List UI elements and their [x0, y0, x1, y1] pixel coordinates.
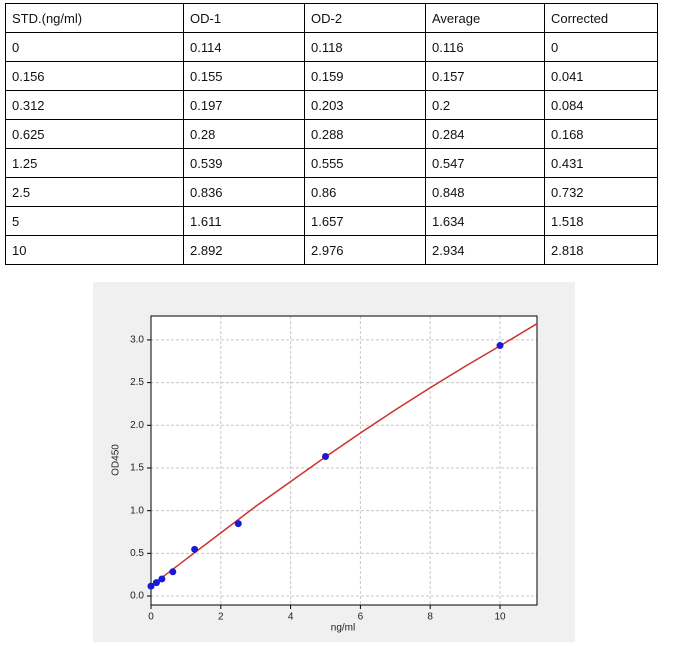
data-table: STD.(ng/ml) OD-1 OD-2 Average Corrected 0 0.11…	[5, 3, 658, 265]
table-row: 1.25 0.539 0.555 0.547 0.431	[5, 148, 658, 178]
data-point	[152, 579, 160, 587]
table-cell: 2.934	[425, 235, 545, 265]
data-point	[234, 520, 242, 528]
y-tick-label: 2.5	[130, 377, 144, 388]
table-row: 10 2.892 2.976 2.934 2.818	[5, 235, 658, 265]
x-tick-label: 4	[288, 612, 294, 623]
data-point	[147, 582, 155, 590]
table-row: STD.(ng/ml) OD-1 OD-2 Average Corrected	[5, 3, 658, 33]
data-point	[158, 575, 166, 583]
table-cell: 0.114	[183, 32, 305, 62]
table-cell: 10	[5, 235, 184, 265]
table-cell: 2.818	[544, 235, 658, 265]
table-cell: 0.547	[425, 148, 545, 178]
table-cell: 0.555	[304, 148, 426, 178]
plot-area	[151, 316, 537, 605]
table-cell: Corrected	[544, 3, 658, 33]
table-cell: 0.118	[304, 32, 426, 62]
table-cell: 0.156	[5, 61, 184, 91]
table-cell: 0.157	[425, 61, 545, 91]
y-tick-label: 3.0	[130, 335, 144, 346]
table-row: 0.625 0.28 0.288 0.284 0.168	[5, 119, 658, 149]
table-cell: 1.518	[544, 206, 658, 236]
x-tick-label: 6	[358, 612, 364, 623]
table-cell: 0.848	[425, 177, 545, 207]
table-row: 0.156 0.155 0.159 0.157 0.041	[5, 61, 658, 91]
data-point	[169, 568, 177, 576]
plot-frame	[150, 315, 538, 606]
fit-line	[150, 323, 538, 587]
table-cell: 0.284	[425, 119, 545, 149]
x-tick-label: 8	[427, 612, 433, 623]
table-cell: 0.288	[304, 119, 426, 149]
table-cell: 1.611	[183, 206, 305, 236]
table-cell: 2.976	[304, 235, 426, 265]
table-cell: STD.(ng/ml)	[5, 3, 184, 33]
x-tick-label: 2	[218, 612, 224, 623]
x-tick-label: 0	[148, 612, 154, 623]
y-tick-label: 0.5	[130, 548, 144, 559]
x-tick-label: 10	[494, 612, 506, 623]
y-tick-label: 2.0	[130, 420, 144, 431]
table-cell: 0.625	[5, 119, 184, 149]
table-row: 2.5 0.836 0.86 0.848 0.732	[5, 177, 658, 207]
table-cell: 2.892	[183, 235, 305, 265]
data-point	[496, 342, 504, 350]
table-row: 0.312 0.197 0.203 0.2 0.084	[5, 90, 658, 120]
table-cell: 1.657	[304, 206, 426, 236]
table-row: 5 1.611 1.657 1.634 1.518	[5, 206, 658, 236]
data-point	[191, 545, 199, 553]
x-axis-label: ng/ml	[331, 623, 355, 634]
y-tick-label: 1.0	[130, 505, 144, 516]
table-cell: 0.431	[544, 148, 658, 178]
data-point	[322, 453, 330, 461]
table-row: 0 0.114 0.118 0.116 0	[5, 32, 658, 62]
table-cell: Average	[425, 3, 545, 33]
table-cell: 0.197	[183, 90, 305, 120]
y-tick-label: 0.0	[130, 591, 144, 602]
table-cell: 0.28	[183, 119, 305, 149]
y-tick-label: 1.5	[130, 463, 144, 474]
y-axis-label: OD450	[111, 444, 122, 476]
table-cell: OD-1	[183, 3, 305, 33]
